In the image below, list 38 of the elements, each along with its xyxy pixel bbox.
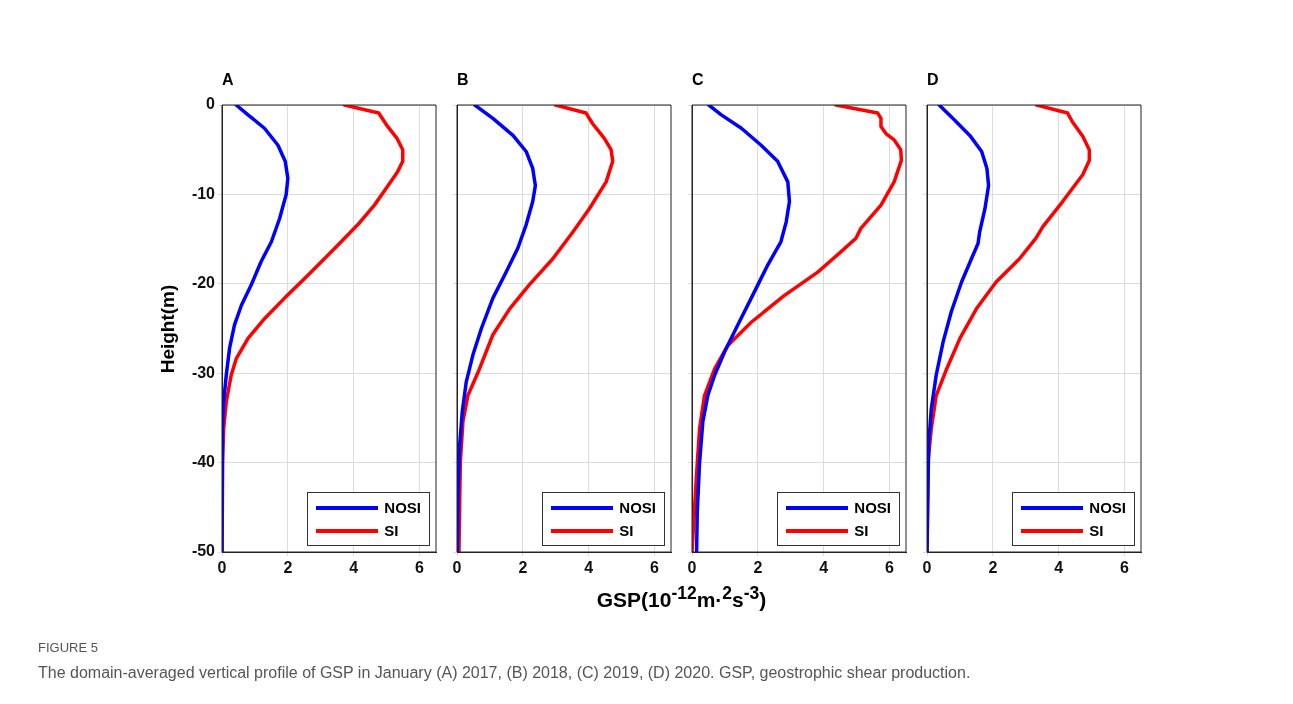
legend-label: SI — [854, 522, 869, 539]
y-tick-label: 0 — [206, 95, 216, 113]
legend-label: SI — [384, 522, 399, 539]
chart-title: C — [692, 71, 704, 89]
y-tick-label: -50 — [191, 542, 216, 560]
x-tick-label: 4 — [349, 559, 359, 577]
legend-label: NOSI — [619, 499, 656, 516]
chart-title: D — [927, 71, 939, 89]
caption: FIGURE 5 — [38, 640, 98, 655]
x-tick-label: 6 — [650, 559, 660, 577]
x-tick-label: 0 — [452, 559, 462, 577]
x-tick-label: 2 — [283, 559, 293, 577]
x-tick-label: 6 — [415, 559, 425, 577]
legend-label: SI — [619, 522, 634, 539]
y-tick-label: -10 — [191, 184, 216, 202]
y-tick-label: -40 — [191, 453, 216, 471]
text: The domain-averaged vertical profile of GSP in January (A) 2017, (B) 2018, (C) 2019, (D) 2020. GSP, geostrophic shear production. — [38, 664, 971, 682]
x-tick-label: 6 — [885, 559, 895, 577]
x-tick-label: 6 — [1120, 559, 1130, 577]
y-axis-title: Height(m) — [156, 284, 179, 373]
legend-label: SI — [1089, 522, 1104, 539]
x-tick-label: 0 — [687, 559, 697, 577]
x-tick-label: 0 — [217, 559, 227, 577]
y-tick-label: -20 — [191, 274, 216, 292]
x-tick-label: 2 — [753, 559, 763, 577]
x-tick-label: 0 — [922, 559, 932, 577]
legend-label: NOSI — [384, 499, 421, 516]
x-tick-label: 2 — [988, 559, 998, 577]
x-tick-label: 4 — [1054, 559, 1064, 577]
x-axis-title: GSP(10$^{-12}$m·$^{2}$s$^{-3}$) — [596, 583, 767, 612]
legend-label: NOSI — [854, 499, 891, 516]
y-tick-label: -30 — [191, 363, 216, 381]
x-tick-label: 2 — [518, 559, 528, 577]
chart-title: B — [457, 71, 469, 89]
x-tick-label: 4 — [819, 559, 829, 577]
x-tick-label: 4 — [584, 559, 594, 577]
chart-title: A — [222, 71, 234, 89]
legend-label: NOSI — [1089, 499, 1126, 516]
